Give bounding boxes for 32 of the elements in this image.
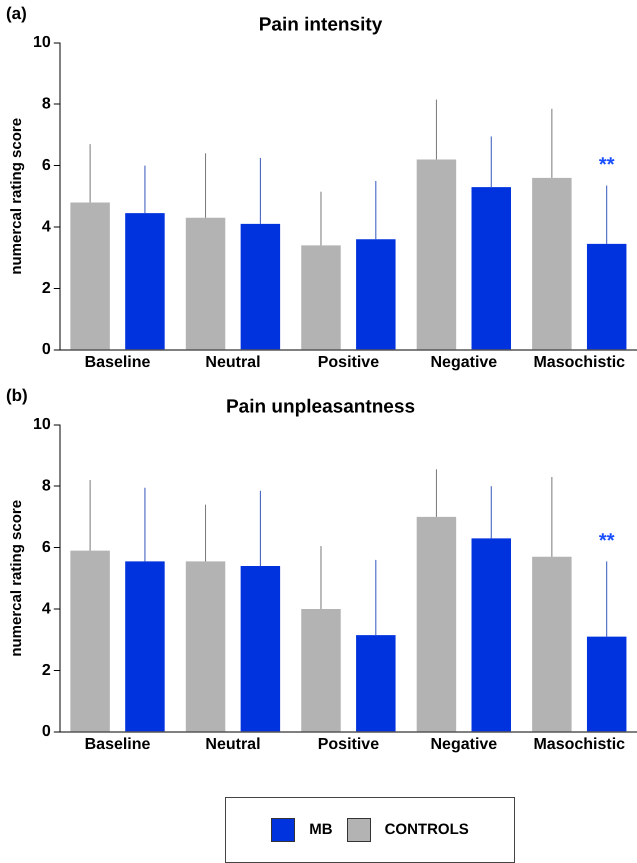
x-tick-label: Neutral (205, 736, 261, 753)
y-tick-label: 0 (42, 341, 51, 358)
x-tick-label: Positive (318, 736, 380, 753)
legend-label: MB (309, 820, 333, 838)
text: (b) (6, 386, 28, 406)
chart-title: Pain intensity (258, 14, 383, 36)
y-tick-label: 10 (33, 416, 51, 434)
y-tick-label: 6 (42, 157, 51, 174)
y-tick-label: 4 (42, 600, 51, 618)
y-tick-label: 2 (42, 662, 51, 679)
x-tick-label: Positive (318, 354, 380, 371)
y-axis-title: numercal rating score (8, 500, 26, 657)
chart-title: Pain unpleasantness (226, 396, 416, 418)
x-tick-label: Masochistic (533, 354, 626, 371)
x-tick-label: Masochistic (533, 736, 626, 753)
annotation: ** (598, 530, 615, 552)
legend-label: CONTROLS (384, 820, 469, 838)
annotation: ** (598, 154, 615, 176)
y-tick-label: 10 (33, 34, 51, 52)
x-tick-label: Neutral (205, 354, 261, 371)
x-tick-label: Baseline (84, 736, 151, 753)
text: (a) (6, 4, 27, 24)
y-tick-label: 4 (42, 218, 51, 236)
y-tick-label: 8 (42, 478, 51, 495)
x-tick-label: Negative (430, 736, 498, 753)
x-tick-label: Negative (430, 354, 498, 371)
y-axis-title: numercal rating score (8, 118, 26, 275)
y-tick-label: 8 (42, 96, 51, 113)
y-tick-label: 6 (42, 539, 51, 556)
y-tick-label: 0 (42, 723, 51, 740)
y-tick-label: 2 (42, 280, 51, 297)
x-tick-label: Baseline (84, 354, 151, 371)
